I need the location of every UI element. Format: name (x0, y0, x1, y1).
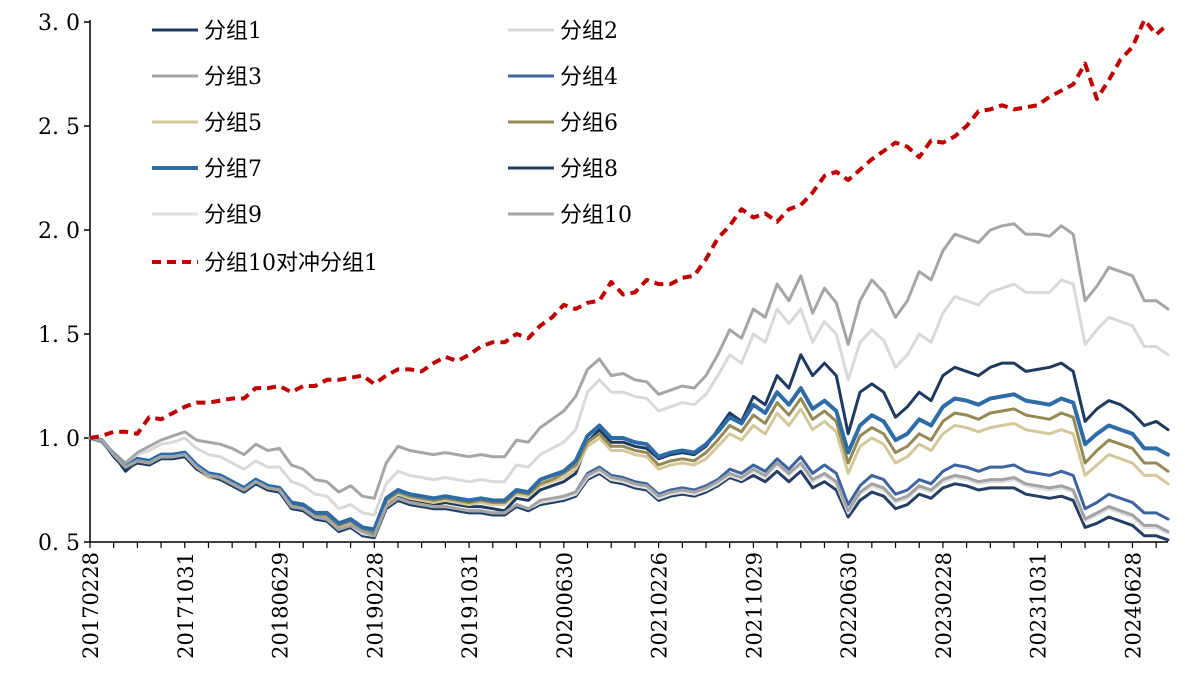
y-tick-group: 3. 0 2. 5 2. 0 1. 5 1. 0 0. 5 (38, 11, 90, 556)
x-tick-group: 20170228 20171031 20180629 20190228 20191031… (79, 542, 1157, 659)
legend-label-10: 分组10 (560, 203, 632, 228)
y-tick-label: 1. 5 (38, 323, 80, 348)
legend-label-6: 分组6 (560, 111, 618, 136)
x-tick-label: 20180629 (269, 552, 293, 659)
series-lines (88, 17, 1170, 542)
x-tick-label: 20191031 (458, 552, 482, 659)
legend-label-9: 分组9 (204, 203, 262, 228)
y-tick-label: 3. 0 (38, 11, 80, 36)
x-tick-label: 20210226 (648, 552, 672, 659)
legend-label-5: 分组5 (204, 111, 262, 136)
x-tick-label: 20231031 (1027, 552, 1051, 659)
legend-label-3: 分组3 (204, 65, 262, 90)
series-line-3 (88, 222, 1170, 500)
series-line-5 (88, 407, 1170, 534)
series-line-10 (88, 436, 1170, 538)
x-tick-label: 20230228 (932, 552, 956, 659)
axes (89, 20, 1168, 543)
legend-label-11: 分组10对冲分组1 (204, 251, 378, 276)
y-tick-label: 1. 0 (38, 427, 80, 452)
series-line-1 (88, 353, 1170, 536)
legend-label-8: 分组8 (560, 157, 618, 182)
x-tick-label: 20240628 (1121, 552, 1145, 659)
series-line-2 (88, 278, 1170, 517)
x-tick-label: 20190228 (363, 552, 387, 659)
x-tick-label: 20200630 (553, 552, 577, 659)
x-tick-label: 20170228 (79, 552, 103, 659)
y-tick-label: 2. 5 (38, 115, 80, 140)
x-tick-label: 20220630 (837, 552, 861, 659)
series-line-8 (88, 436, 1170, 542)
y-tick-label: 0. 5 (38, 531, 80, 556)
series-line-11 (89, 17, 1170, 440)
x-tick-label: 20171031 (174, 552, 198, 659)
legend-label-2: 分组2 (560, 19, 618, 44)
legend-label-7: 分组7 (204, 157, 262, 182)
legend-label-4: 分组4 (560, 65, 618, 90)
x-tick-label: 20211029 (742, 552, 766, 659)
legend: 分组1 分组2 分组3 分组4 分组5 分组6 分组7 分组8 分组9 分组10 分组10对冲分组1 (152, 19, 632, 276)
legend-label-1: 分组1 (204, 19, 262, 44)
series-line-7 (88, 386, 1170, 532)
y-tick-label: 2. 0 (38, 219, 80, 244)
